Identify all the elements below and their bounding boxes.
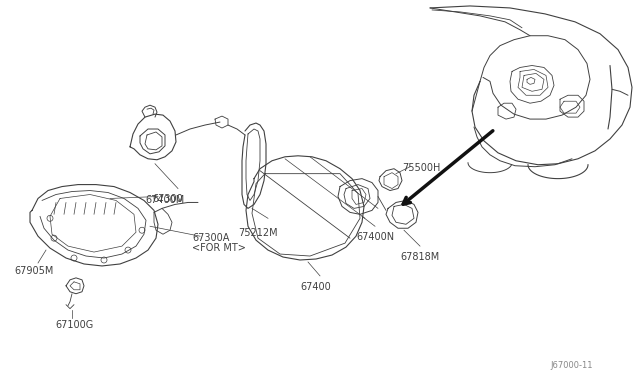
Text: 75212M: 75212M	[238, 228, 278, 238]
Text: 67905M: 67905M	[14, 266, 53, 276]
Text: <FOR MT>: <FOR MT>	[192, 243, 246, 253]
Text: 67818M: 67818M	[400, 252, 439, 262]
Text: J67000-11: J67000-11	[550, 361, 593, 370]
Text: 75500H: 75500H	[402, 163, 440, 173]
Text: 67400: 67400	[300, 282, 331, 292]
Text: 67400N: 67400N	[356, 232, 394, 242]
Text: 67100G: 67100G	[55, 320, 93, 330]
Text: 67400M: 67400M	[145, 195, 184, 205]
Text: 67300A: 67300A	[192, 233, 229, 243]
Text: 67300: 67300	[152, 193, 183, 203]
